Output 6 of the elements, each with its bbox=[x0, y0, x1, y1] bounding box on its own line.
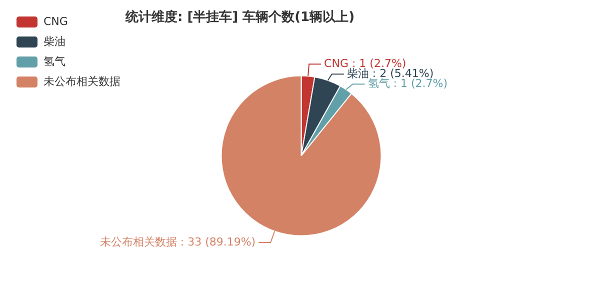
legend-label: 柴油 bbox=[44, 34, 66, 48]
data-label: 未公布相关数据 : 33 (89.19%) bbox=[100, 235, 256, 248]
chart-title: 统计维度: [半挂车] 车辆个数(1辆以上) bbox=[124, 9, 355, 26]
legend-label: 未公布相关数据 bbox=[44, 74, 120, 88]
legend-label: CNG bbox=[44, 14, 68, 28]
legend-label: 氢气 bbox=[44, 54, 66, 68]
